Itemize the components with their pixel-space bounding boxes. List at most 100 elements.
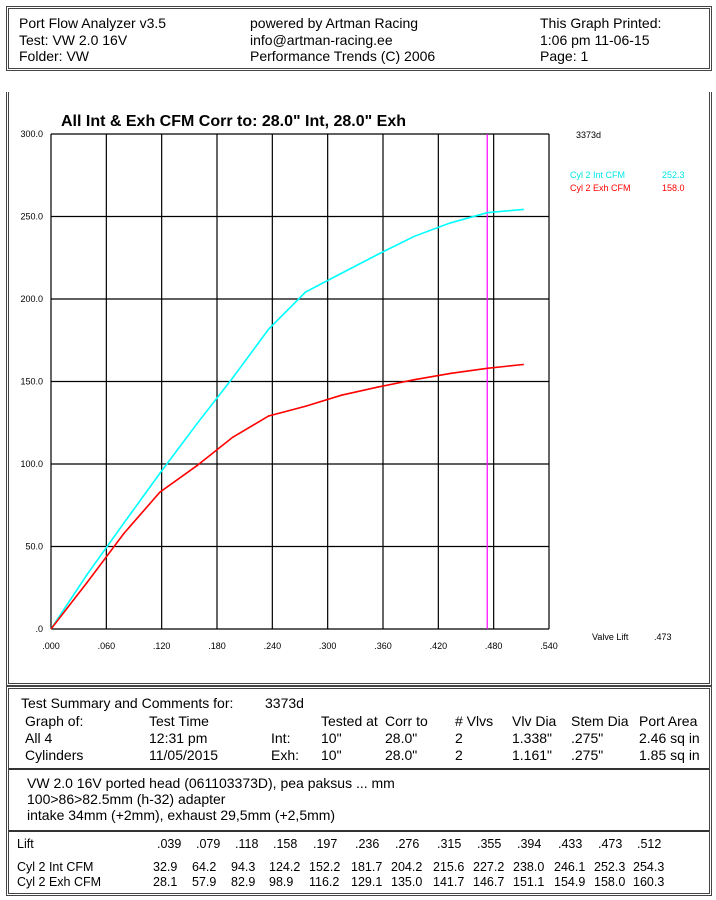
cfm-value: 82.9 [231, 875, 256, 889]
row-label: Cyl 2 Exh CFM [17, 875, 102, 889]
email: info@artman-racing.ee [250, 31, 393, 48]
y-tick-label: 100.0 [20, 459, 43, 469]
data-point [159, 491, 161, 494]
printed-label: This Graph Printed: [540, 15, 662, 31]
data-point [340, 272, 343, 275]
data-point [159, 472, 161, 475]
lift-value: .039 [157, 837, 182, 851]
lift-value: .512 [637, 837, 662, 851]
report-header: Port Flow Analyzer v3.5 Test: VW 2.0 16V… [6, 6, 712, 71]
y-tick-label: .0 [35, 624, 43, 634]
cfm-value: 129.1 [351, 875, 383, 889]
x-tick-label: .060 [98, 641, 116, 651]
summary-cell: 2.46 sq in [639, 730, 700, 746]
lift-value: .236 [355, 837, 380, 851]
page-number: Page: 1 [540, 48, 589, 64]
cfm-value: 160.3 [633, 875, 665, 889]
cfm-value: 215.6 [433, 860, 465, 874]
x-tick-label: .120 [153, 641, 171, 651]
comments-section: VW 2.0 16V ported head (061103373D), pea… [9, 770, 709, 832]
cfm-value: 135.0 [391, 875, 423, 889]
cfm-value: 238.0 [513, 860, 545, 874]
data-point [123, 532, 125, 535]
data-point [522, 363, 524, 366]
x-tick-label: .480 [485, 641, 503, 651]
cfm-value: 146.7 [473, 875, 505, 889]
summary-cell: 28.0" [385, 730, 418, 746]
cfm-value: 227.2 [473, 860, 505, 874]
x-tick-label: .240 [264, 641, 282, 651]
cfm-value: 64.2 [192, 860, 217, 874]
cfm-value: 141.7 [433, 875, 465, 889]
data-point [231, 377, 234, 379]
folder-name: Folder: VW [19, 48, 90, 64]
summary-cell: 1.85 sq in [639, 747, 700, 763]
summary-test-id: 3373d [265, 695, 304, 711]
lift-value: .118 [235, 837, 259, 851]
summary-cell: 10" [321, 730, 342, 746]
data-point [86, 573, 88, 576]
data-point [340, 394, 343, 396]
cfm-value: 158.0 [594, 875, 626, 889]
cfm-value: 204.2 [391, 860, 423, 874]
chart-panel: All Int & Exh CFM Corr to: 28.0" Int, 28… [6, 92, 712, 686]
cursor-label: Valve Lift [592, 632, 629, 642]
summary-header: Tested at [321, 713, 378, 729]
lift-value: .355 [477, 837, 502, 851]
row-label: Cyl 2 Int CFM [17, 860, 94, 874]
y-tick-label: 200.0 [20, 294, 43, 304]
cfm-value: 124.2 [269, 860, 301, 874]
cfm-value: 57.9 [192, 875, 217, 889]
data-point [86, 581, 88, 584]
summary-cell: Int: [271, 730, 291, 746]
summary-header: Vlv Dia [512, 713, 557, 729]
summary-cell: .275" [571, 730, 604, 746]
comment-line: VW 2.0 16V ported head (061103373D), pea… [27, 775, 395, 791]
cfm-value: 246.1 [554, 860, 586, 874]
y-tick-label: 50.0 [25, 542, 43, 552]
y-tick-label: 250.0 [20, 212, 43, 222]
cursor-value: .473 [654, 632, 672, 642]
data-point [486, 211, 489, 214]
header-right: This Graph Printed: 1:06 pm 11-06-15 Pag… [540, 15, 661, 65]
series-line-exh [50, 363, 524, 630]
lift-value: .158 [273, 837, 298, 851]
summary-cell: All 4 [25, 730, 53, 746]
copyright: Performance Trends (C) 2006 [250, 48, 436, 64]
y-tick-label: 150.0 [20, 377, 43, 387]
lift-value: .473 [598, 837, 623, 851]
lift-value: .079 [196, 837, 221, 851]
legend-test-id: 3373d [576, 130, 601, 140]
lift-label: Lift [17, 837, 34, 851]
comment-line: 100>86>82.5mm (h-32) adapter [27, 791, 226, 807]
powered-by: powered by Artman Racing [250, 15, 419, 31]
x-tick-label: .000 [42, 641, 60, 651]
comment-line: intake 34mm (+2mm), exhaust 29,5mm (+2,5… [27, 807, 336, 823]
header-left: Port Flow Analyzer v3.5 Test: VW 2.0 16V… [19, 15, 166, 65]
app-name: Port Flow Analyzer v3.5 [19, 15, 167, 31]
data-point [449, 372, 452, 375]
printed-time: 1:06 pm 11-06-15 [540, 31, 650, 48]
summary-cell: 1.338" [512, 730, 553, 746]
data-point [195, 465, 198, 467]
test-name: Test: VW 2.0 16V [19, 31, 128, 48]
cfm-value: 254.3 [633, 860, 665, 874]
cfm-value: 151.1 [513, 875, 545, 889]
summary-cell: 28.0" [385, 747, 418, 763]
summary-section: Test Summary and Comments for: 3373d Gra… [9, 689, 709, 770]
data-point [522, 208, 524, 211]
x-tick-label: .180 [208, 641, 226, 651]
data-point [267, 328, 270, 330]
lift-value: .315 [437, 837, 462, 851]
data-point [304, 405, 307, 408]
cfm-value: 152.2 [309, 860, 341, 874]
series-line-int [50, 208, 524, 630]
header-center: powered by Artman Racing info@artman-rac… [250, 15, 435, 65]
data-point [267, 415, 270, 417]
summary-title: Test Summary and Comments for: [21, 695, 234, 711]
x-tick-label: .540 [540, 641, 558, 651]
cfm-value: 252.3 [594, 860, 626, 874]
summary-cell: Exh: [271, 747, 300, 763]
x-tick-label: .360 [374, 641, 392, 651]
summary-header: Port Area [639, 713, 698, 729]
